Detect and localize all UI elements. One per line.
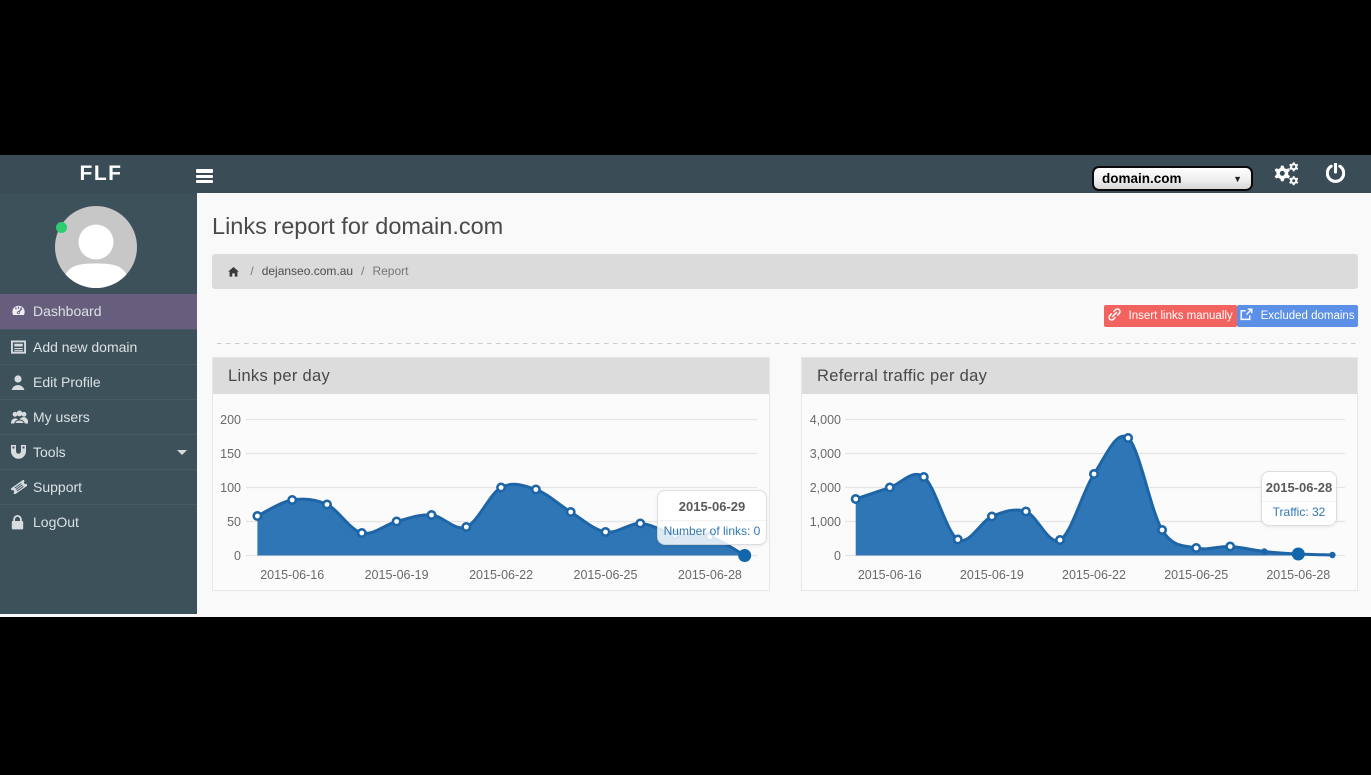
- svg-text:2015-06-16: 2015-06-16: [858, 568, 922, 582]
- svg-text:2015-06-28: 2015-06-28: [1266, 568, 1330, 582]
- svg-text:100: 100: [220, 481, 241, 495]
- svg-text:3,000: 3,000: [810, 447, 841, 461]
- svg-text:2015-06-16: 2015-06-16: [260, 568, 324, 582]
- svg-text:0: 0: [834, 549, 841, 563]
- svg-text:0: 0: [234, 549, 241, 563]
- svg-text:2015-06-19: 2015-06-19: [960, 568, 1024, 582]
- svg-text:2015-06-25: 2015-06-25: [574, 568, 638, 582]
- svg-text:1,000: 1,000: [810, 515, 841, 529]
- svg-text:2015-06-22: 2015-06-22: [469, 568, 533, 582]
- svg-text:2015-06-22: 2015-06-22: [1062, 568, 1126, 582]
- svg-text:150: 150: [220, 447, 241, 461]
- svg-text:2015-06-28: 2015-06-28: [678, 568, 742, 582]
- svg-text:4,000: 4,000: [810, 413, 841, 427]
- svg-text:50: 50: [227, 515, 241, 529]
- svg-text:2015-06-25: 2015-06-25: [1164, 568, 1228, 582]
- svg-text:2,000: 2,000: [810, 481, 841, 495]
- svg-text:200: 200: [220, 413, 241, 427]
- svg-text:2015-06-19: 2015-06-19: [365, 568, 429, 582]
